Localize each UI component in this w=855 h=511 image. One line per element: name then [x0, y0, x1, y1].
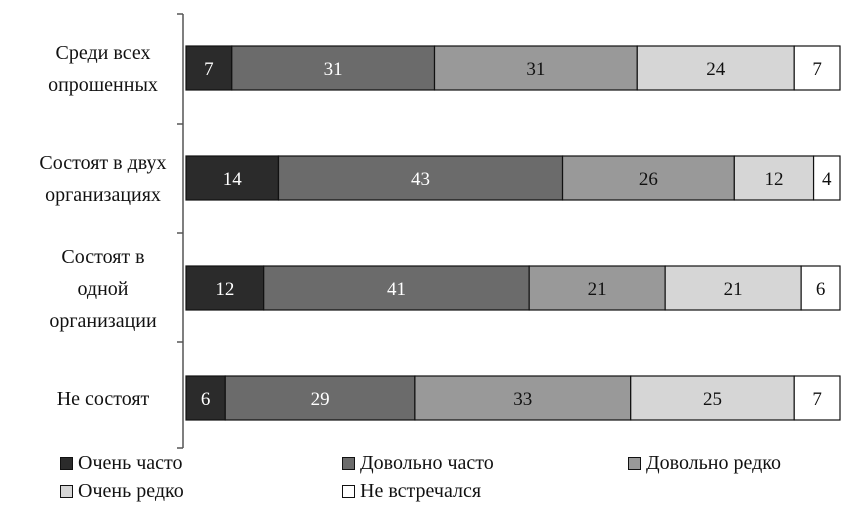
legend: Очень часто Довольно часто Довольно редко О…	[60, 452, 850, 508]
bar-segment	[185, 155, 280, 201]
data-label: 6	[201, 389, 211, 410]
bar-segment	[414, 375, 632, 421]
bar-segment	[800, 265, 841, 311]
legend-label: Довольно редко	[646, 452, 781, 474]
data-label: 14	[223, 169, 243, 190]
bar-segment	[733, 155, 815, 201]
data-label: 7	[204, 59, 214, 80]
legend-item: Довольно редко	[628, 452, 781, 475]
stacked-bar-chart: 7 31 31 24 7 14 43 26 12 4 12 41 21 21 6 6 29 33 25 7 Среди…	[39, 13, 841, 449]
data-label: 12	[215, 279, 234, 300]
data-label: 33	[513, 389, 532, 410]
bar-segment	[263, 265, 530, 311]
data-label: 12	[764, 169, 783, 190]
bar-segment	[793, 45, 841, 91]
bar-segment	[185, 45, 233, 91]
data-label: 31	[324, 59, 343, 80]
bar-segment	[277, 155, 564, 201]
legend-label: Не встречался	[360, 480, 482, 502]
bar-segment	[664, 265, 802, 311]
legend-swatch	[60, 485, 73, 498]
legend-swatch	[342, 457, 355, 470]
legend-label: Очень редко	[78, 480, 184, 502]
legend-label: Очень часто	[78, 452, 183, 474]
bar-segment	[793, 375, 841, 421]
data-label: 25	[703, 389, 722, 410]
legend-label: Довольно часто	[360, 452, 494, 474]
legend-swatch	[628, 457, 641, 470]
legend-item: Не встречался	[342, 480, 481, 503]
data-label: 4	[822, 169, 832, 190]
category-label: Состоят в двух организациях	[39, 152, 166, 206]
data-label: 31	[526, 59, 545, 80]
bar-segment	[185, 265, 265, 311]
bar-segment	[636, 45, 795, 91]
legend-item: Очень редко	[60, 480, 184, 503]
legend-item: Очень часто	[60, 452, 183, 475]
legend-item: Довольно часто	[342, 452, 494, 475]
data-label: 41	[387, 279, 406, 300]
data-label: 21	[588, 279, 607, 300]
data-label: 43	[411, 169, 430, 190]
bar-segment	[528, 265, 666, 311]
data-label: 29	[311, 389, 330, 410]
legend-swatch	[60, 457, 73, 470]
bar-segment	[812, 155, 841, 201]
category-label: Среди всех опрошенных	[48, 42, 158, 96]
data-label: 6	[816, 279, 826, 300]
data-label: 7	[812, 389, 822, 410]
category-label: Состоят в одной организации	[49, 246, 157, 332]
data-label: 24	[706, 59, 726, 80]
data-label: 7	[812, 59, 822, 80]
data-label: 21	[724, 279, 743, 300]
bar-segment	[224, 375, 416, 421]
category-label: Не состоят	[57, 388, 150, 410]
legend-swatch	[342, 485, 355, 498]
data-label: 26	[639, 169, 658, 190]
bar-segment	[561, 155, 735, 201]
